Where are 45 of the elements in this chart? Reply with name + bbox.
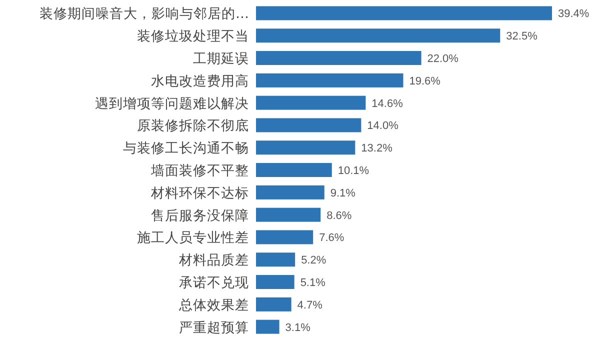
data-label: 14.6% <box>372 98 404 110</box>
bar <box>256 230 314 244</box>
bar <box>256 252 296 267</box>
data-label: 22.0% <box>427 53 459 65</box>
y-tick-label: 装修期间噪音大，影响与邻居的… <box>40 6 249 22</box>
y-tick-label: 施工人员专业性差 <box>137 230 249 246</box>
data-label: 39.4% <box>558 8 590 20</box>
y-tick-label: 水电改造费用高 <box>151 73 249 90</box>
y-tick-label: 装修垃圾处理不当 <box>137 28 249 45</box>
y-tick-label: 与装修工长沟通不畅 <box>123 140 249 157</box>
y-tick-label: 总体效果差 <box>178 297 249 314</box>
data-label: 14.0% <box>367 120 399 132</box>
data-label: 5.1% <box>300 277 326 289</box>
bar <box>256 185 324 200</box>
y-tick-label: 承诺不兑现 <box>179 275 249 291</box>
bar <box>256 73 404 88</box>
bar <box>256 140 356 155</box>
bar <box>256 51 422 65</box>
data-label: 8.6% <box>326 210 352 222</box>
y-tick-label: 材料环保不达标 <box>150 185 249 202</box>
y-tick-label: 售后服务没保障 <box>151 208 249 224</box>
bar <box>256 28 500 43</box>
data-label: 3.1% <box>285 322 311 334</box>
bar <box>256 6 552 20</box>
data-label: 9.1% <box>330 187 356 200</box>
y-tick-label: 遇到增项等问题难以解决 <box>95 96 249 112</box>
data-label: 4.7% <box>297 299 323 312</box>
y-tick-label: 严重超预算 <box>179 320 249 336</box>
bar <box>256 275 294 289</box>
y-tick-label: 原装修拆除不彻底 <box>137 118 249 134</box>
bar <box>256 118 362 132</box>
data-label: 7.6% <box>319 232 344 244</box>
bar <box>256 96 366 110</box>
bar <box>256 208 321 222</box>
bar <box>256 163 332 177</box>
data-label: 32.5% <box>506 30 538 43</box>
data-label: 13.2% <box>361 142 393 155</box>
y-tick-label: 工期延误 <box>193 51 249 67</box>
y-tick-label: 材料品质差 <box>178 252 249 269</box>
bar <box>256 320 280 334</box>
bar <box>256 297 292 312</box>
data-label: 10.1% <box>338 165 370 177</box>
data-label: 5.2% <box>301 254 326 267</box>
data-label: 19.6% <box>409 75 441 88</box>
y-tick-label: 墙面装修不平整 <box>150 163 249 179</box>
